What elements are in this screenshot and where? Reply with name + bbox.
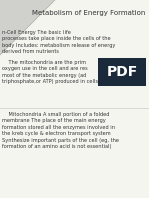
Text: The mitochondria are the prim
oxygen use in the cell and are res
most of the met: The mitochondria are the prim oxygen use… — [2, 60, 98, 84]
Text: PDF: PDF — [106, 65, 138, 79]
Text: Metabolism of Energy Formation: Metabolism of Energy Formation — [32, 10, 145, 16]
Text: n-Cell Energy The basic life
processes take place inside the cells of the
body I: n-Cell Energy The basic life processes t… — [2, 30, 115, 54]
Polygon shape — [0, 0, 55, 55]
FancyBboxPatch shape — [98, 58, 146, 86]
Text: Mitochondria A small portion of a folded
membrane The place of the main energy
f: Mitochondria A small portion of a folded… — [2, 112, 119, 149]
